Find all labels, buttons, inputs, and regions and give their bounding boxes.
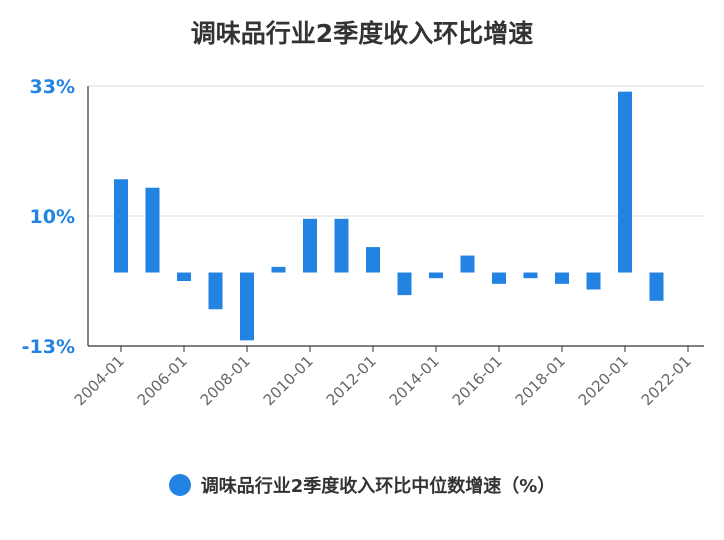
x-tick-label: 2020-01: [575, 352, 632, 409]
bar[interactable]: [240, 272, 254, 341]
bar[interactable]: [649, 272, 664, 301]
bar[interactable]: [460, 255, 475, 273]
x-tick-label: 2010-01: [260, 352, 317, 409]
y-tick-label: 10%: [30, 206, 75, 228]
x-tick-label: 2008-01: [197, 352, 254, 409]
x-tick-label: 2006-01: [134, 352, 191, 409]
bar[interactable]: [177, 272, 191, 281]
bar[interactable]: [618, 91, 632, 273]
bar[interactable]: [303, 218, 317, 273]
bar[interactable]: [145, 187, 160, 273]
x-tick-label: 2016-01: [449, 352, 506, 409]
legend[interactable]: 调味品行业2季度收入环比中位数增速（%）: [0, 472, 724, 498]
bar[interactable]: [429, 272, 443, 279]
bar[interactable]: [208, 272, 223, 310]
bar[interactable]: [114, 179, 128, 273]
bar[interactable]: [271, 266, 286, 273]
bar[interactable]: [555, 272, 569, 284]
x-tick-label: 2012-01: [323, 352, 380, 409]
x-tick-label: 2018-01: [512, 352, 569, 409]
bar[interactable]: [366, 247, 380, 273]
bar-chart: 33%10%-13%2004-01 2006-01 2008-01 2010-01 20…: [22, 76, 704, 409]
bar[interactable]: [523, 272, 538, 279]
x-tick-label: 2014-01: [386, 352, 443, 409]
y-tick-label: -13%: [22, 336, 75, 358]
chart-title: 调味品行业2季度收入环比增速: [190, 19, 534, 48]
legend-swatch-icon: [168, 474, 191, 496]
bar[interactable]: [586, 272, 601, 290]
bar[interactable]: [334, 218, 349, 273]
x-tick-label: 2004-01: [71, 352, 128, 409]
bar[interactable]: [492, 272, 506, 284]
x-tick-label: 2022-01: [638, 352, 695, 409]
bar[interactable]: [397, 272, 412, 296]
legend-label: 调味品行业2季度收入环比中位数增速（%）: [200, 476, 556, 497]
y-tick-label: 33%: [30, 76, 75, 98]
